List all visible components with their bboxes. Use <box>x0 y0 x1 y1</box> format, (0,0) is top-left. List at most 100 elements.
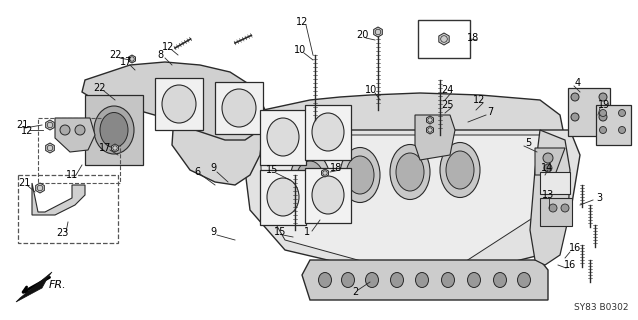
Ellipse shape <box>600 109 607 116</box>
Ellipse shape <box>312 176 344 214</box>
Polygon shape <box>427 126 433 134</box>
Text: 1: 1 <box>304 227 310 237</box>
Text: 23: 23 <box>56 228 68 238</box>
Ellipse shape <box>222 89 256 127</box>
Ellipse shape <box>267 118 299 156</box>
Text: 7: 7 <box>487 107 493 117</box>
Polygon shape <box>82 62 265 140</box>
Ellipse shape <box>340 148 380 203</box>
Text: 18: 18 <box>467 33 479 43</box>
Text: 18: 18 <box>330 163 342 173</box>
Ellipse shape <box>94 106 134 154</box>
Polygon shape <box>302 260 548 300</box>
Text: 20: 20 <box>356 30 368 40</box>
Polygon shape <box>128 55 135 63</box>
Ellipse shape <box>267 178 299 216</box>
Text: 14: 14 <box>541 163 553 173</box>
Polygon shape <box>46 120 54 130</box>
Ellipse shape <box>100 113 128 148</box>
Ellipse shape <box>599 113 607 121</box>
Ellipse shape <box>543 153 553 163</box>
Bar <box>418 20 470 58</box>
Ellipse shape <box>290 153 330 207</box>
Polygon shape <box>240 130 580 275</box>
Ellipse shape <box>415 273 429 287</box>
Ellipse shape <box>396 153 424 191</box>
Polygon shape <box>32 183 85 215</box>
Ellipse shape <box>318 273 332 287</box>
Text: 17: 17 <box>120 57 132 67</box>
Text: 12: 12 <box>21 126 33 136</box>
Ellipse shape <box>571 113 579 121</box>
Ellipse shape <box>561 204 569 212</box>
Ellipse shape <box>446 151 474 189</box>
Polygon shape <box>46 143 54 153</box>
Text: 13: 13 <box>542 190 554 200</box>
Text: SY83 B0302: SY83 B0302 <box>574 303 628 312</box>
Bar <box>568 88 610 136</box>
Polygon shape <box>535 148 565 175</box>
Polygon shape <box>322 169 329 177</box>
Bar <box>305 168 351 223</box>
Ellipse shape <box>296 161 324 199</box>
Text: 12: 12 <box>296 17 308 27</box>
Ellipse shape <box>571 93 579 101</box>
Text: 21: 21 <box>18 178 30 188</box>
Polygon shape <box>112 144 119 152</box>
Polygon shape <box>415 115 455 160</box>
Text: 16: 16 <box>569 243 581 253</box>
Bar <box>540 198 572 226</box>
Ellipse shape <box>494 273 507 287</box>
Ellipse shape <box>440 142 480 197</box>
Bar <box>540 172 570 194</box>
Text: 9: 9 <box>210 163 216 173</box>
Ellipse shape <box>366 273 378 287</box>
Ellipse shape <box>517 273 531 287</box>
Ellipse shape <box>441 273 454 287</box>
Text: 19: 19 <box>598 100 610 110</box>
Text: 4: 4 <box>575 78 581 88</box>
Text: 25: 25 <box>441 100 453 110</box>
Text: 21: 21 <box>16 120 28 130</box>
Text: 8: 8 <box>157 50 163 60</box>
Ellipse shape <box>341 273 355 287</box>
Ellipse shape <box>468 273 480 287</box>
Text: 17: 17 <box>99 143 111 153</box>
Text: 10: 10 <box>294 45 306 55</box>
Ellipse shape <box>600 126 607 133</box>
Text: 3: 3 <box>596 193 602 203</box>
Bar <box>38 118 120 183</box>
Bar <box>18 175 118 243</box>
Text: 22: 22 <box>94 83 107 93</box>
Polygon shape <box>427 116 433 124</box>
Bar <box>215 82 263 134</box>
Bar <box>85 95 143 165</box>
Text: 15: 15 <box>266 165 278 175</box>
Polygon shape <box>172 100 265 185</box>
Ellipse shape <box>312 113 344 151</box>
Polygon shape <box>439 33 449 45</box>
Ellipse shape <box>162 85 196 123</box>
Text: FR.: FR. <box>49 280 67 290</box>
Ellipse shape <box>346 156 374 194</box>
Ellipse shape <box>390 273 403 287</box>
Ellipse shape <box>618 126 625 133</box>
Text: 11: 11 <box>66 170 78 180</box>
Ellipse shape <box>60 125 70 135</box>
Text: 12: 12 <box>473 95 485 105</box>
Ellipse shape <box>75 125 85 135</box>
Polygon shape <box>36 183 44 193</box>
Bar <box>155 78 203 130</box>
Ellipse shape <box>390 145 430 199</box>
Ellipse shape <box>618 109 625 116</box>
Polygon shape <box>16 272 52 302</box>
Text: 10: 10 <box>365 85 377 95</box>
Polygon shape <box>55 118 95 152</box>
Bar <box>596 105 631 145</box>
Text: 12: 12 <box>162 42 174 52</box>
Text: 2: 2 <box>352 287 358 297</box>
Bar <box>305 105 351 160</box>
Text: 16: 16 <box>564 260 576 270</box>
Polygon shape <box>240 93 565 220</box>
Polygon shape <box>374 27 382 37</box>
